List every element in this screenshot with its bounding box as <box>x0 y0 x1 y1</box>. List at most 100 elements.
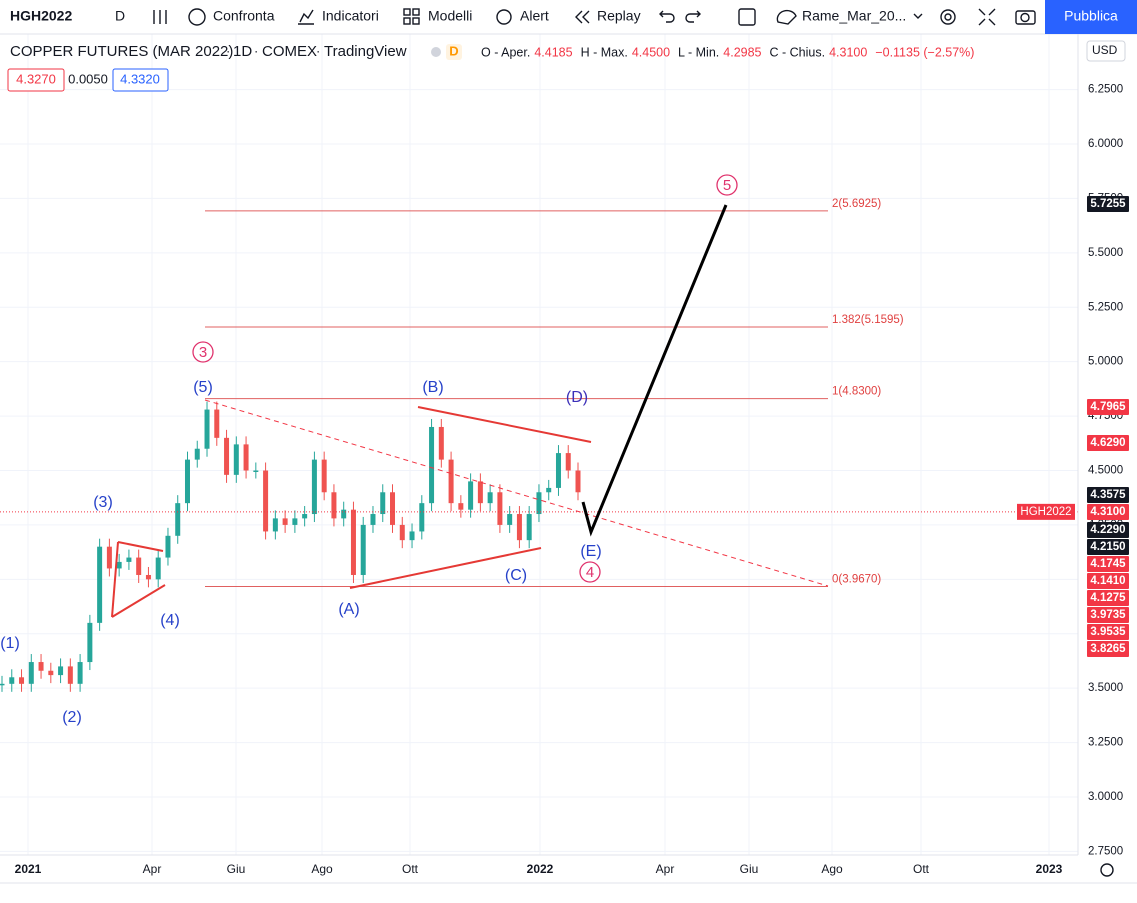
y-tick-label: 3.2500 <box>1088 737 1123 749</box>
price-tag-bg <box>1087 522 1129 538</box>
price-tag-bg <box>1087 573 1129 589</box>
candle <box>429 426 435 504</box>
candle <box>390 492 396 525</box>
candle <box>126 557 132 562</box>
candle <box>243 444 249 471</box>
candle <box>507 514 513 525</box>
ohlc-key: L - Min. <box>678 45 719 59</box>
currency-box[interactable] <box>1086 40 1126 62</box>
price-tag: 4.2150 <box>1090 541 1125 553</box>
y-tick-label: 4.5000 <box>1088 465 1123 477</box>
candle <box>331 492 337 519</box>
wave-label: (B) <box>422 379 443 396</box>
price-tag: 4.7965 <box>1090 401 1126 413</box>
wave-label: 4 <box>586 564 594 581</box>
indicators-icon[interactable] <box>298 9 314 25</box>
compare-icon[interactable] <box>188 8 206 26</box>
price-tag-bg <box>1087 435 1129 451</box>
layout-name[interactable]: Rame_Mar_20... <box>802 8 906 24</box>
drawing <box>111 541 119 618</box>
bid-box[interactable] <box>7 68 65 92</box>
x-tick-label: Ott <box>402 862 419 876</box>
undo-icon[interactable] <box>659 10 675 23</box>
compare[interactable]: Confronta <box>213 8 275 24</box>
price-tag-bg <box>1087 487 1129 503</box>
drawing <box>417 406 592 443</box>
last-tag-bg <box>1017 503 1075 520</box>
replay-icon[interactable] <box>575 10 590 24</box>
publish-button[interactable] <box>1045 0 1137 34</box>
source: TradingView <box>324 43 407 60</box>
alert[interactable]: Alert <box>520 8 549 24</box>
candle <box>409 531 415 541</box>
replay[interactable]: Replay <box>597 8 641 24</box>
settings-icon[interactable] <box>940 9 956 25</box>
candle <box>58 666 64 676</box>
fib-label: 2(5.6925) <box>832 198 881 210</box>
candle <box>116 561 122 569</box>
status-dot <box>431 47 441 57</box>
drawing <box>111 584 166 618</box>
y-tick-label: 5.5000 <box>1088 247 1123 259</box>
ohlc-key: O - Aper. <box>481 45 530 59</box>
price-tag: 4.1275 <box>1090 592 1126 604</box>
ask-box[interactable] <box>112 68 169 92</box>
ask[interactable]: 4.3320 <box>120 71 160 86</box>
title: COPPER FUTURES (MAR 2022) <box>10 43 233 60</box>
indicators[interactable]: Indicatori <box>322 8 379 24</box>
interval[interactable]: D <box>115 8 125 24</box>
currency[interactable]: USD <box>1092 43 1118 57</box>
plot: 6.25006.00005.75005.50005.25005.00004.75… <box>0 34 1123 876</box>
templates[interactable]: Modelli <box>428 8 472 24</box>
drawing <box>117 541 164 552</box>
fib-label: 0(3.9670) <box>832 574 881 586</box>
bid[interactable]: 4.3270 <box>16 71 56 86</box>
publish[interactable]: Pubblica <box>1064 8 1118 24</box>
cloud-icon[interactable] <box>776 9 797 25</box>
candle <box>175 503 181 536</box>
layout-icon[interactable] <box>738 8 756 26</box>
candle <box>48 670 54 676</box>
candle <box>87 622 93 663</box>
candle <box>565 453 571 471</box>
wave-label: (3) <box>93 494 113 511</box>
candle <box>253 470 259 472</box>
redo-icon[interactable] <box>685 10 701 23</box>
settings-icon[interactable] <box>944 13 952 21</box>
wave-circle <box>192 341 214 363</box>
snapshot-icon[interactable] <box>1015 10 1036 25</box>
price-tag: 3.9735 <box>1090 609 1126 621</box>
candle <box>19 677 25 684</box>
templates-icon[interactable] <box>403 17 411 25</box>
symbol[interactable]: HGH2022 <box>10 8 72 24</box>
candle <box>233 444 239 475</box>
fullscreen-icon[interactable] <box>978 8 996 26</box>
candle <box>302 514 308 519</box>
candles-icon[interactable] <box>153 10 167 24</box>
templates-icon[interactable] <box>412 8 420 16</box>
price-tag-bg <box>1087 590 1129 606</box>
alert-icon[interactable] <box>496 9 512 25</box>
candle <box>311 459 317 515</box>
x-tick-label: 2021 <box>15 862 42 876</box>
snapshot-icon[interactable] <box>1020 12 1030 23</box>
axis-settings-icon[interactable] <box>1100 863 1114 877</box>
price-tag: 3.9535 <box>1090 626 1126 638</box>
templates-icon[interactable] <box>403 8 411 16</box>
fib-label: 1(4.8300) <box>832 386 881 398</box>
fib-label: 1.382(5.1595) <box>832 314 904 326</box>
candle <box>28 662 34 684</box>
candle <box>184 459 190 504</box>
dropdown-icon[interactable] <box>913 13 923 19</box>
x-tick-label: Ott <box>913 862 930 876</box>
price-tag-bg <box>1087 504 1129 520</box>
ohlc-key: H - Max. <box>581 45 628 59</box>
templates-icon[interactable] <box>412 17 420 25</box>
last-tag: HGH2022 <box>1020 506 1071 518</box>
price-tag-bg <box>1087 624 1129 640</box>
price-tag: 5.7255 <box>1090 198 1126 210</box>
candle <box>419 503 425 532</box>
price-tag: 4.3575 <box>1090 489 1126 501</box>
candle <box>224 437 230 475</box>
